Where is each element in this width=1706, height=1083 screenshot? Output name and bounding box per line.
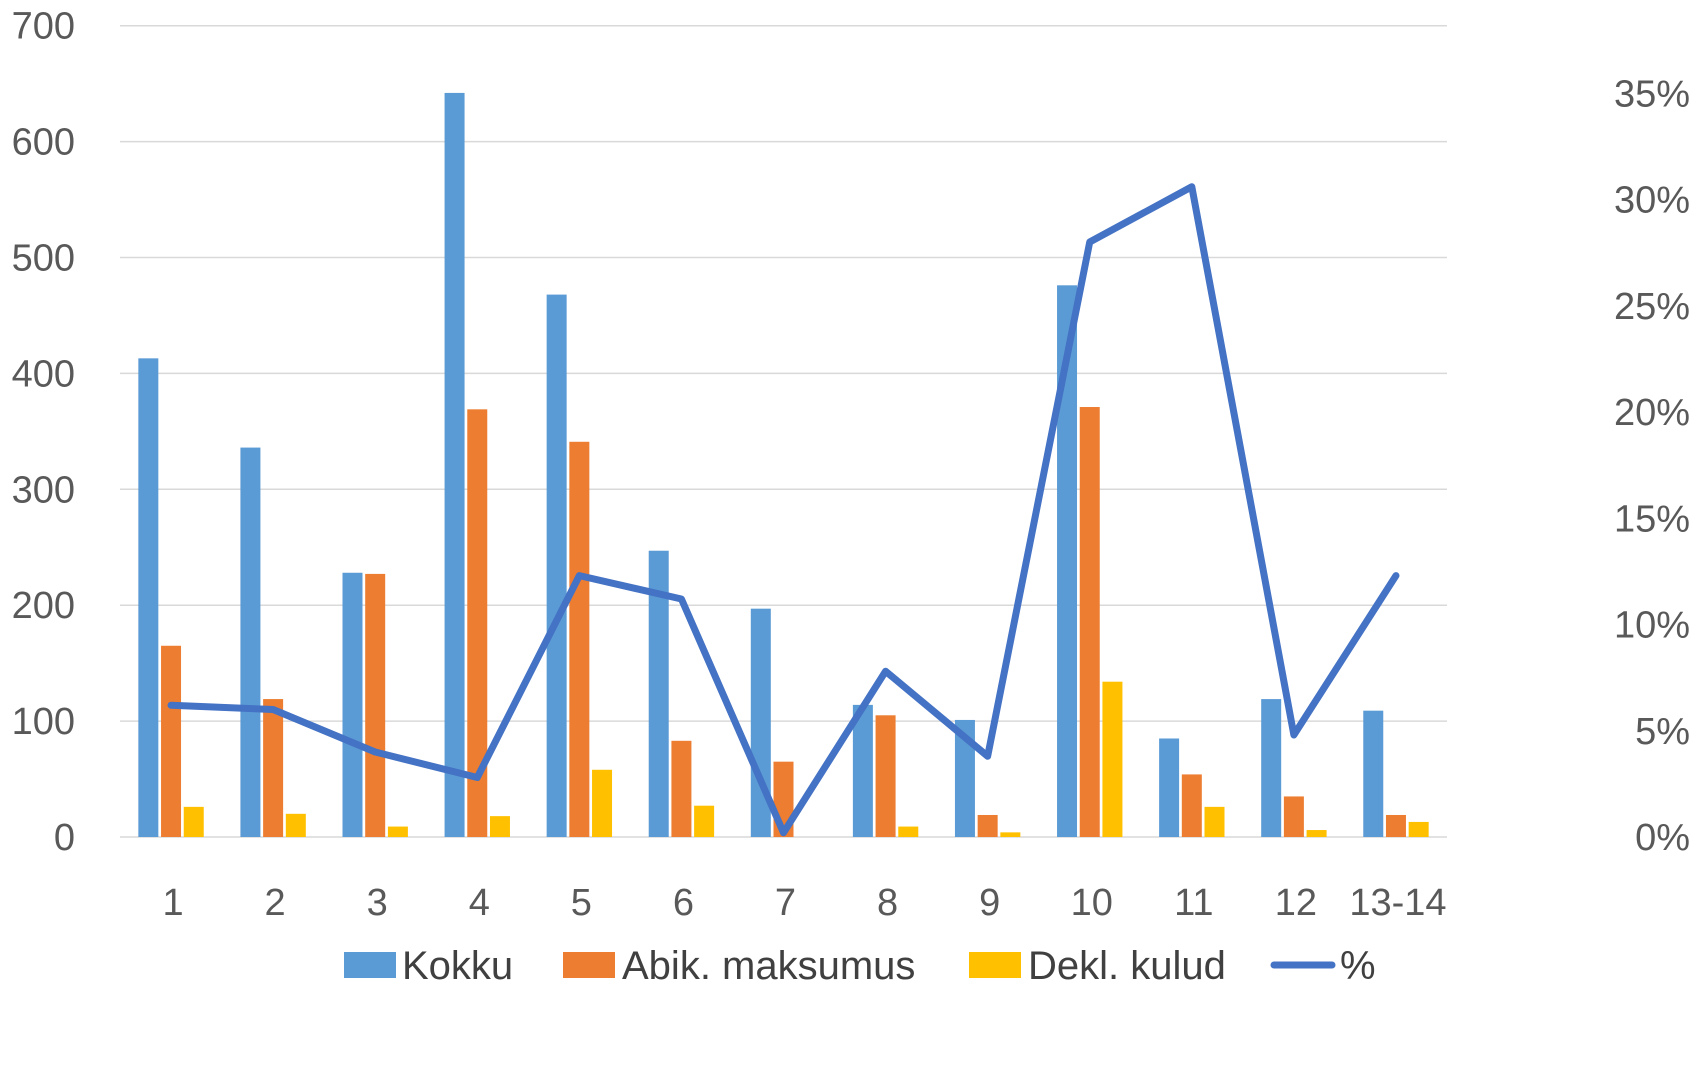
bar-abik-maksumus bbox=[671, 740, 692, 837]
bar-dekl-kulud bbox=[183, 806, 204, 837]
bar-dekl-kulud bbox=[285, 813, 306, 837]
bar-dekl-kulud bbox=[489, 816, 510, 837]
legend-swatch bbox=[563, 952, 615, 978]
left-axis-ticks: 0 100 200 300 400 500 600 700 bbox=[12, 6, 75, 859]
bar-dekl-kulud bbox=[898, 826, 919, 837]
line-percent bbox=[167, 183, 1400, 837]
y-right-tick-label: 25% bbox=[1614, 286, 1690, 328]
bar-abik-maksumus bbox=[1181, 774, 1202, 837]
bar-kokku bbox=[750, 608, 771, 837]
bar-dekl-kulud bbox=[1102, 681, 1123, 837]
bar-abik-maksumus bbox=[1385, 814, 1406, 837]
y-right-tick-label: 35% bbox=[1614, 73, 1690, 115]
bar-dekl-kulud bbox=[1408, 821, 1429, 837]
bar-dekl-kulud bbox=[387, 826, 408, 837]
bar-dekl-kulud bbox=[1000, 832, 1021, 837]
x-tick-label: 12 bbox=[1275, 882, 1317, 924]
bar-kokku bbox=[1159, 738, 1180, 837]
bar-abik-maksumus bbox=[467, 409, 488, 837]
y-right-tick-label: 20% bbox=[1614, 392, 1690, 434]
line-series bbox=[167, 183, 1400, 837]
bar-kokku bbox=[342, 572, 363, 837]
legend-label: Abik. maksumus bbox=[622, 944, 915, 988]
bar-abik-maksumus bbox=[1283, 796, 1304, 837]
bar-abik-maksumus bbox=[161, 645, 182, 837]
y-right-tick-label: 10% bbox=[1614, 605, 1690, 647]
bar-kokku bbox=[444, 92, 465, 837]
y-left-tick-label: 600 bbox=[12, 122, 75, 164]
legend-label: Dekl. kulud bbox=[1028, 944, 1226, 988]
y-left-tick-label: 100 bbox=[12, 701, 75, 743]
x-tick-label: 9 bbox=[979, 882, 1000, 924]
legend-swatch bbox=[344, 952, 396, 978]
bar-abik-maksumus bbox=[977, 814, 998, 837]
y-right-tick-label: 5% bbox=[1635, 711, 1690, 753]
bar-dekl-kulud bbox=[1306, 830, 1327, 837]
right-axis-ticks: 0% 5% 10% 15% 20% 25% 30% 35% bbox=[1614, 73, 1690, 859]
y-left-tick-label: 300 bbox=[12, 469, 75, 511]
x-tick-label: 10 bbox=[1071, 882, 1113, 924]
y-right-tick-label: 0% bbox=[1635, 817, 1690, 859]
bar-kokku bbox=[1261, 699, 1282, 837]
bar-abik-maksumus bbox=[569, 441, 590, 837]
x-tick-label: 1 bbox=[162, 882, 183, 924]
legend-label: % bbox=[1340, 944, 1376, 988]
bar-dekl-kulud bbox=[694, 805, 715, 837]
bar-abik-maksumus bbox=[365, 573, 386, 837]
bar-dekl-kulud bbox=[592, 769, 613, 837]
x-tick-label: 2 bbox=[265, 882, 286, 924]
legend-label: Kokku bbox=[402, 944, 513, 988]
bar-abik-maksumus bbox=[875, 715, 896, 837]
bar-kokku bbox=[954, 719, 975, 837]
x-axis-ticks: 1 2 3 4 5 6 7 8 9 10 11 12 13-14 bbox=[162, 882, 1446, 924]
gridlines bbox=[120, 24, 1447, 838]
y-left-tick-label: 700 bbox=[12, 6, 75, 48]
y-left-tick-label: 400 bbox=[12, 353, 75, 395]
x-tick-label: 13-14 bbox=[1349, 882, 1446, 924]
x-tick-label: 8 bbox=[877, 882, 898, 924]
x-tick-label: 6 bbox=[673, 882, 694, 924]
x-tick-label: 4 bbox=[469, 882, 490, 924]
bar-kokku bbox=[138, 358, 159, 837]
x-tick-label: 5 bbox=[571, 882, 592, 924]
bar-abik-maksumus bbox=[263, 699, 284, 837]
legend-swatch bbox=[969, 952, 1021, 978]
y-left-tick-label: 500 bbox=[12, 238, 75, 280]
bar-series bbox=[138, 92, 1429, 837]
x-tick-label: 11 bbox=[1174, 882, 1213, 924]
bar-kokku bbox=[1057, 285, 1078, 837]
y-left-tick-label: 200 bbox=[12, 585, 75, 627]
bar-abik-maksumus bbox=[1079, 407, 1100, 837]
y-right-tick-label: 15% bbox=[1614, 498, 1690, 540]
y-right-tick-label: 30% bbox=[1614, 180, 1690, 222]
bar-kokku bbox=[1363, 710, 1384, 837]
bar-kokku bbox=[546, 294, 567, 837]
legend: Kokku Abik. maksumus Dekl. kulud% bbox=[344, 944, 1376, 988]
bar-dekl-kulud bbox=[1204, 806, 1225, 837]
x-tick-label: 3 bbox=[367, 882, 388, 924]
y-left-tick-label: 0 bbox=[54, 817, 75, 859]
x-tick-label: 7 bbox=[775, 882, 796, 924]
bar-kokku bbox=[648, 550, 669, 837]
bar-kokku bbox=[240, 447, 261, 837]
bar-kokku bbox=[852, 704, 873, 837]
